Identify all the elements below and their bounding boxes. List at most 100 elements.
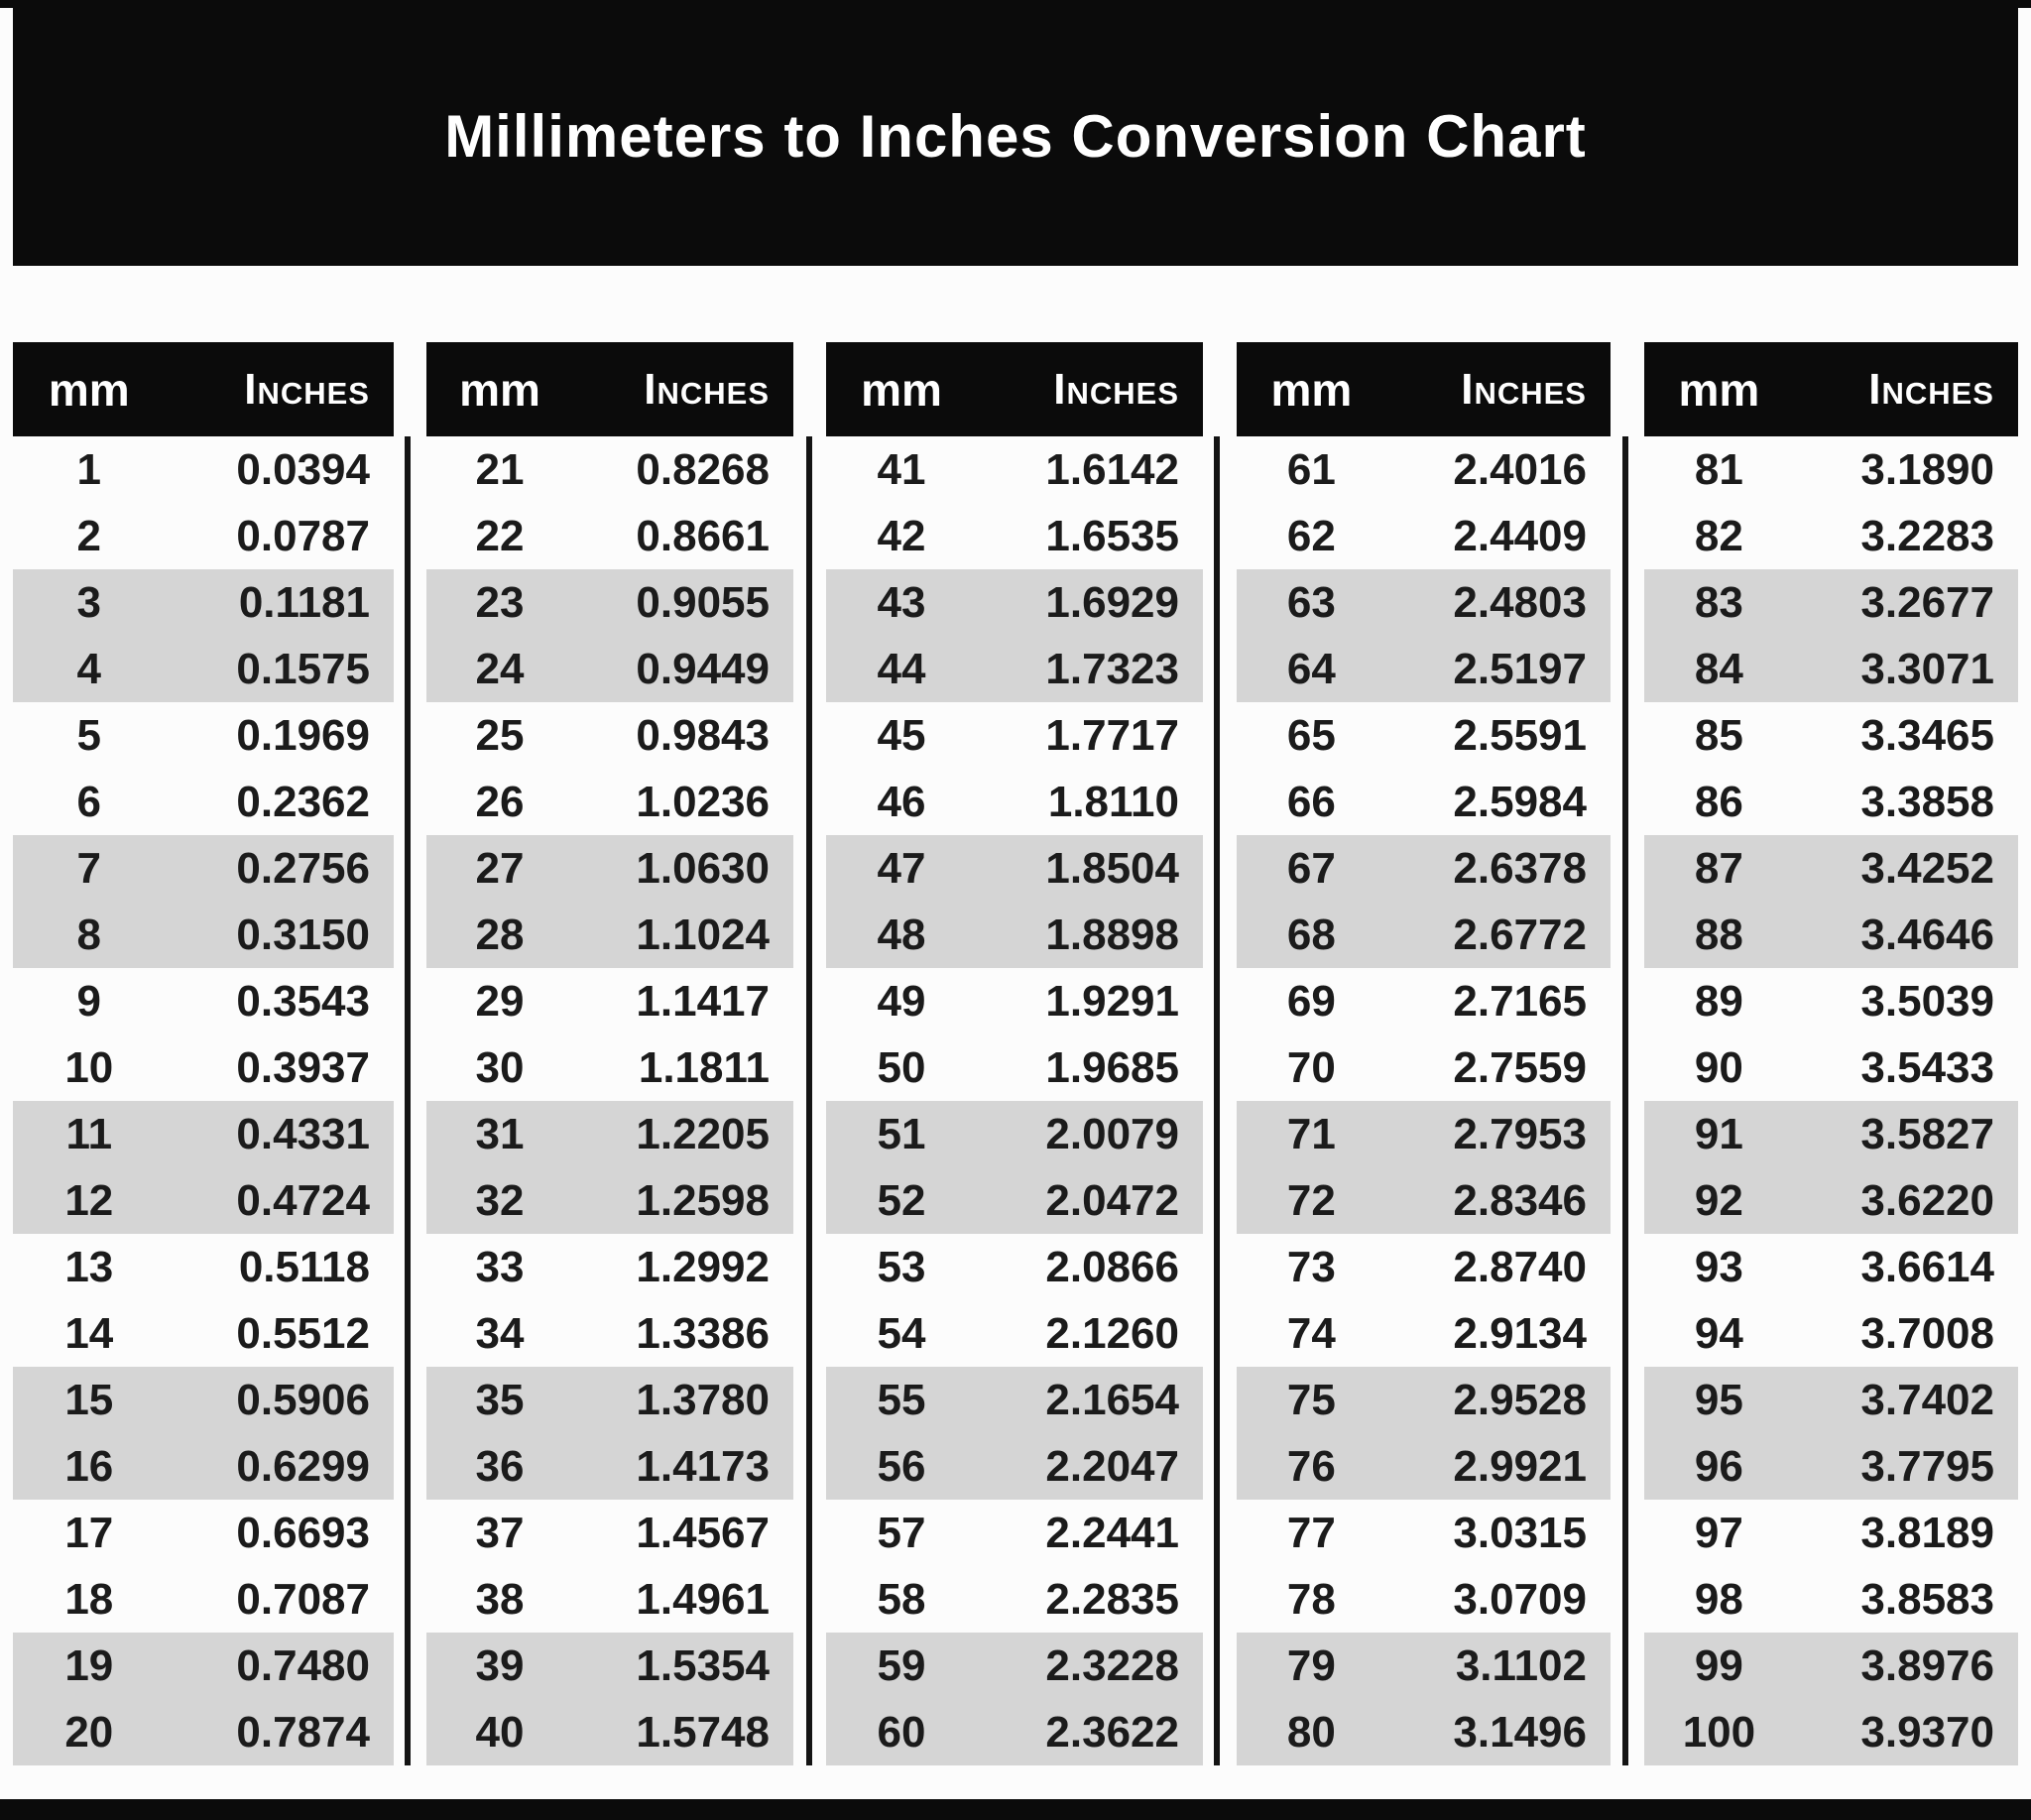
inches-value: 3.6614 [1860, 1242, 1994, 1291]
inches-value: 0.8268 [636, 444, 770, 494]
inches-value: 3.0709 [1453, 1574, 1587, 1624]
mm-value: 96 [1694, 1441, 1743, 1491]
table-row: 86 3.3858 [1644, 769, 2018, 835]
inches-value: 0.0394 [236, 444, 370, 494]
inches-value: 0.4724 [236, 1175, 370, 1225]
table-row: 31 1.2205 [426, 1101, 793, 1167]
inches-value: 3.2283 [1860, 511, 1994, 560]
inches-value: 3.7402 [1860, 1375, 1994, 1424]
mm-value: 62 [1286, 511, 1336, 560]
mm-value: 30 [475, 1042, 525, 1092]
mm-value: 68 [1286, 910, 1336, 959]
table-row: 22 0.8661 [426, 503, 793, 569]
table-row: 72 2.8346 [1237, 1167, 1611, 1234]
mm-value: 53 [877, 1242, 926, 1291]
table-row: 28 1.1024 [426, 902, 793, 968]
table-row: 82 3.2283 [1644, 503, 2018, 569]
inches-value: 2.7953 [1453, 1109, 1587, 1158]
mm-value: 87 [1694, 843, 1743, 893]
column-group-header: mm Inches [13, 342, 394, 436]
mm-value: 74 [1286, 1308, 1336, 1358]
table-row: 65 2.5591 [1237, 702, 1611, 769]
mm-value: 12 [64, 1175, 114, 1225]
inches-value: 0.1575 [236, 644, 370, 693]
table-row: 55 2.1654 [826, 1367, 1203, 1433]
inches-value: 1.8110 [1047, 777, 1179, 826]
mm-value: 58 [877, 1574, 926, 1624]
mm-value: 44 [877, 644, 926, 693]
mm-value: 41 [877, 444, 926, 494]
mm-value: 6 [76, 777, 102, 826]
mm-value: 45 [877, 710, 926, 760]
inches-value: 0.5118 [238, 1242, 370, 1291]
table-row: 81 3.1890 [1644, 436, 2018, 503]
table-row: 76 2.9921 [1237, 1433, 1611, 1500]
mm-value: 81 [1694, 444, 1743, 494]
table-row: 9 0.3543 [13, 968, 394, 1034]
inches-value: 2.2441 [1045, 1508, 1179, 1557]
mm-value: 5 [76, 710, 102, 760]
table-row: 43 1.6929 [826, 569, 1203, 636]
table-row: 39 1.5354 [426, 1633, 793, 1699]
inches-value: 2.5197 [1453, 644, 1587, 693]
table-row: 18 0.7087 [13, 1566, 394, 1633]
table-row: 68 2.6772 [1237, 902, 1611, 968]
table-row: 96 3.7795 [1644, 1433, 2018, 1500]
inches-value: 1.7323 [1045, 644, 1179, 693]
mm-value: 35 [475, 1375, 525, 1424]
mm-value: 86 [1694, 777, 1743, 826]
inches-value: 2.0079 [1045, 1109, 1179, 1158]
mm-value: 61 [1286, 444, 1336, 494]
inches-value: 3.3071 [1860, 644, 1994, 693]
table-row: 3 0.1181 [13, 569, 394, 636]
conversion-column-group-5: mm Inches 81 3.1890 82 3.2283 83 3.2677 84 3.3071… [1644, 342, 2018, 1765]
table-row: 27 1.0630 [426, 835, 793, 902]
mm-value: 8 [76, 910, 102, 959]
table-row: 98 3.8583 [1644, 1566, 2018, 1633]
table-row: 47 1.8504 [826, 835, 1203, 902]
inches-value: 3.0315 [1453, 1508, 1587, 1557]
mm-value: 89 [1694, 976, 1743, 1026]
mm-value: 88 [1694, 910, 1743, 959]
table-row: 94 3.7008 [1644, 1300, 2018, 1367]
mm-value: 91 [1694, 1109, 1743, 1158]
inches-value: 3.5433 [1860, 1042, 1994, 1092]
table-row: 61 2.4016 [1237, 436, 1611, 503]
inches-value: 0.7087 [236, 1574, 370, 1624]
inches-value: 1.8898 [1045, 910, 1179, 959]
inches-value: 2.9921 [1453, 1441, 1587, 1491]
mm-value: 98 [1694, 1574, 1743, 1624]
conversion-column-group-1: mm Inches 1 0.0394 2 0.0787 3 0.1181 4 0.1575 5 0.1… [13, 342, 394, 1765]
table-row: 58 2.2835 [826, 1566, 1203, 1633]
table-row: 88 3.4646 [1644, 902, 2018, 968]
inches-value: 3.1890 [1860, 444, 1994, 494]
mm-value: 75 [1286, 1375, 1336, 1424]
inches-value: 2.0472 [1045, 1175, 1179, 1225]
inches-value: 3.1102 [1455, 1640, 1587, 1690]
conversion-column-group-4: mm Inches 61 2.4016 62 2.4409 63 2.4803 64 2.5197… [1237, 342, 1611, 1765]
inches-value: 1.4567 [636, 1508, 770, 1557]
inches-header-label: Inches [1461, 364, 1587, 414]
table-row: 99 3.8976 [1644, 1633, 2018, 1699]
mm-value: 25 [475, 710, 525, 760]
table-row: 23 0.9055 [426, 569, 793, 636]
inches-value: 0.5512 [236, 1308, 370, 1358]
inches-value: 1.6535 [1045, 511, 1179, 560]
table-row: 8 0.3150 [13, 902, 394, 968]
inches-value: 3.8976 [1860, 1640, 1994, 1690]
table-row: 7 0.2756 [13, 835, 394, 902]
conversion-column-group-2: mm Inches 21 0.8268 22 0.8661 23 0.9055 24 0.9449… [426, 342, 793, 1765]
title-band: Millimeters to Inches Conversion Chart [13, 6, 2018, 266]
conversion-table: mm Inches 1 0.0394 2 0.0787 3 0.1181 4 0.1575 5 0.1… [13, 342, 2018, 1765]
mm-value: 27 [475, 843, 525, 893]
inches-value: 2.2835 [1045, 1574, 1179, 1624]
mm-value: 64 [1286, 644, 1336, 693]
mm-value: 78 [1286, 1574, 1336, 1624]
mm-value: 67 [1286, 843, 1336, 893]
mm-value: 11 [65, 1109, 113, 1158]
conversion-column-group-3: mm Inches 41 1.6142 42 1.6535 43 1.6929 44 1.7323… [826, 342, 1203, 1765]
mm-value: 94 [1694, 1308, 1743, 1358]
mm-value: 93 [1694, 1242, 1743, 1291]
mm-value: 49 [877, 976, 926, 1026]
table-row: 52 2.0472 [826, 1167, 1203, 1234]
